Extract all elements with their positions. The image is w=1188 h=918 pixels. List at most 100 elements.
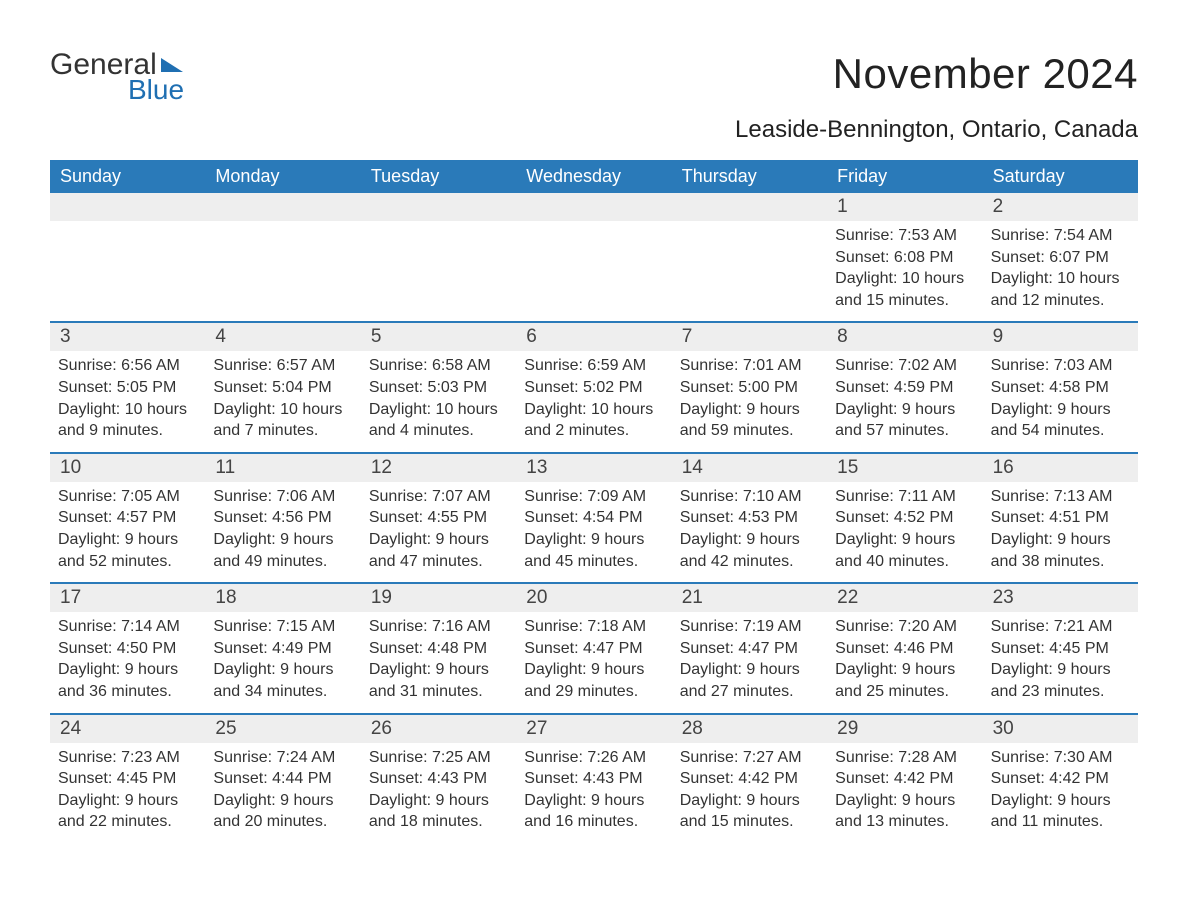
daylight-line: Daylight: 9 hours and 52 minutes. xyxy=(58,529,197,572)
day-number: 8 xyxy=(827,323,982,351)
daylight-line: Daylight: 9 hours and 42 minutes. xyxy=(680,529,819,572)
day-number xyxy=(672,193,827,221)
sunrise-line: Sunrise: 7:30 AM xyxy=(991,747,1130,769)
daylight-line: Daylight: 9 hours and 25 minutes. xyxy=(835,659,974,702)
sunrise-line: Sunrise: 6:58 AM xyxy=(369,355,508,377)
day-cell: 23Sunrise: 7:21 AMSunset: 4:45 PMDayligh… xyxy=(983,584,1138,712)
day-number: 28 xyxy=(672,715,827,743)
day-details: Sunrise: 7:53 AMSunset: 6:08 PMDaylight:… xyxy=(835,225,974,311)
day-cell: 30Sunrise: 7:30 AMSunset: 4:42 PMDayligh… xyxy=(983,715,1138,843)
sunset-line: Sunset: 4:54 PM xyxy=(524,507,663,529)
day-cell: 3Sunrise: 6:56 AMSunset: 5:05 PMDaylight… xyxy=(50,323,205,451)
day-cell: 11Sunrise: 7:06 AMSunset: 4:56 PMDayligh… xyxy=(205,454,360,582)
sunset-line: Sunset: 4:53 PM xyxy=(680,507,819,529)
sunrise-line: Sunrise: 7:54 AM xyxy=(991,225,1130,247)
logo-flag-icon xyxy=(161,58,183,72)
month-title: November 2024 xyxy=(735,50,1138,98)
day-details: Sunrise: 7:18 AMSunset: 4:47 PMDaylight:… xyxy=(524,616,663,702)
day-number: 24 xyxy=(50,715,205,743)
sunset-line: Sunset: 6:08 PM xyxy=(835,247,974,269)
sunrise-line: Sunrise: 7:24 AM xyxy=(213,747,352,769)
sunrise-line: Sunrise: 7:14 AM xyxy=(58,616,197,638)
sunrise-line: Sunrise: 7:07 AM xyxy=(369,486,508,508)
day-cell: 24Sunrise: 7:23 AMSunset: 4:45 PMDayligh… xyxy=(50,715,205,843)
daylight-line: Daylight: 9 hours and 15 minutes. xyxy=(680,790,819,833)
sunset-line: Sunset: 5:00 PM xyxy=(680,377,819,399)
daylight-line: Daylight: 9 hours and 11 minutes. xyxy=(991,790,1130,833)
day-details: Sunrise: 7:01 AMSunset: 5:00 PMDaylight:… xyxy=(680,355,819,441)
day-cell: 14Sunrise: 7:10 AMSunset: 4:53 PMDayligh… xyxy=(672,454,827,582)
day-cell: 7Sunrise: 7:01 AMSunset: 5:00 PMDaylight… xyxy=(672,323,827,451)
sunset-line: Sunset: 4:59 PM xyxy=(835,377,974,399)
sunrise-line: Sunrise: 7:13 AM xyxy=(991,486,1130,508)
daylight-line: Daylight: 9 hours and 57 minutes. xyxy=(835,399,974,442)
day-number: 25 xyxy=(205,715,360,743)
sunrise-line: Sunrise: 7:03 AM xyxy=(991,355,1130,377)
sunset-line: Sunset: 4:56 PM xyxy=(213,507,352,529)
day-cell xyxy=(205,193,360,321)
sunset-line: Sunset: 4:43 PM xyxy=(524,768,663,790)
day-details: Sunrise: 7:27 AMSunset: 4:42 PMDaylight:… xyxy=(680,747,819,833)
sunrise-line: Sunrise: 7:05 AM xyxy=(58,486,197,508)
day-number: 2 xyxy=(983,193,1138,221)
weeks-container: 1 Sunrise: 7:53 AMSunset: 6:08 PMDaylight… xyxy=(50,193,1138,843)
daylight-line: Daylight: 9 hours and 38 minutes. xyxy=(991,529,1130,572)
day-details: Sunrise: 7:28 AMSunset: 4:42 PMDaylight:… xyxy=(835,747,974,833)
day-details: Sunrise: 7:24 AMSunset: 4:44 PMDaylight:… xyxy=(213,747,352,833)
day-number: 1 xyxy=(827,193,982,221)
sunrise-line: Sunrise: 7:11 AM xyxy=(835,486,974,508)
day-cell: 12Sunrise: 7:07 AMSunset: 4:55 PMDayligh… xyxy=(361,454,516,582)
day-cell: 9Sunrise: 7:03 AMSunset: 4:58 PMDaylight… xyxy=(983,323,1138,451)
sunset-line: Sunset: 4:45 PM xyxy=(991,638,1130,660)
sunset-line: Sunset: 4:47 PM xyxy=(680,638,819,660)
day-details: Sunrise: 7:11 AMSunset: 4:52 PMDaylight:… xyxy=(835,486,974,572)
sunset-line: Sunset: 4:42 PM xyxy=(680,768,819,790)
week-row: 17Sunrise: 7:14 AMSunset: 4:50 PMDayligh… xyxy=(50,582,1138,712)
day-cell: 13 Sunrise: 7:09 AMSunset: 4:54 PMDayligh… xyxy=(516,454,671,582)
sunrise-line: Sunrise: 6:57 AM xyxy=(213,355,352,377)
sunset-line: Sunset: 4:52 PM xyxy=(835,507,974,529)
day-number: 12 xyxy=(361,454,516,482)
daylight-line: Daylight: 9 hours and 59 minutes. xyxy=(680,399,819,442)
daylight-line: Daylight: 9 hours and 13 minutes. xyxy=(835,790,974,833)
title-block: November 2024 Leaside-Bennington, Ontari… xyxy=(735,50,1138,154)
sunset-line: Sunset: 4:43 PM xyxy=(369,768,508,790)
day-details: Sunrise: 7:06 AMSunset: 4:56 PMDaylight:… xyxy=(213,486,352,572)
daylight-line: Daylight: 10 hours and 12 minutes. xyxy=(991,268,1130,311)
day-cell: 18Sunrise: 7:15 AMSunset: 4:49 PMDayligh… xyxy=(205,584,360,712)
daylight-line: Daylight: 10 hours and 2 minutes. xyxy=(524,399,663,442)
sunset-line: Sunset: 4:55 PM xyxy=(369,507,508,529)
daylight-line: Daylight: 9 hours and 18 minutes. xyxy=(369,790,508,833)
day-number: 29 xyxy=(827,715,982,743)
day-number xyxy=(516,193,671,221)
sunset-line: Sunset: 5:05 PM xyxy=(58,377,197,399)
day-cell xyxy=(50,193,205,321)
day-details: Sunrise: 7:02 AMSunset: 4:59 PMDaylight:… xyxy=(835,355,974,441)
dow-label: Tuesday xyxy=(361,160,516,193)
daylight-line: Daylight: 9 hours and 34 minutes. xyxy=(213,659,352,702)
daylight-line: Daylight: 9 hours and 49 minutes. xyxy=(213,529,352,572)
sunset-line: Sunset: 4:42 PM xyxy=(835,768,974,790)
daylight-line: Daylight: 9 hours and 20 minutes. xyxy=(213,790,352,833)
day-number: 26 xyxy=(361,715,516,743)
sunrise-line: Sunrise: 7:27 AM xyxy=(680,747,819,769)
dow-label: Friday xyxy=(827,160,982,193)
day-number: 10 xyxy=(50,454,205,482)
dow-label: Wednesday xyxy=(516,160,671,193)
daylight-line: Daylight: 9 hours and 23 minutes. xyxy=(991,659,1130,702)
day-number: 13 xyxy=(516,454,671,482)
sunrise-line: Sunrise: 7:16 AM xyxy=(369,616,508,638)
day-details: Sunrise: 7:15 AMSunset: 4:49 PMDaylight:… xyxy=(213,616,352,702)
day-details: Sunrise: 6:59 AMSunset: 5:02 PMDaylight:… xyxy=(524,355,663,441)
dow-label: Sunday xyxy=(50,160,205,193)
day-cell xyxy=(516,193,671,321)
daylight-line: Daylight: 9 hours and 22 minutes. xyxy=(58,790,197,833)
sunset-line: Sunset: 5:04 PM xyxy=(213,377,352,399)
day-details: Sunrise: 7:09 AMSunset: 4:54 PMDaylight:… xyxy=(524,486,663,572)
sunrise-line: Sunrise: 7:28 AM xyxy=(835,747,974,769)
day-cell: 22Sunrise: 7:20 AMSunset: 4:46 PMDayligh… xyxy=(827,584,982,712)
sunrise-line: Sunrise: 7:23 AM xyxy=(58,747,197,769)
sunrise-line: Sunrise: 6:56 AM xyxy=(58,355,197,377)
day-cell: 4Sunrise: 6:57 AMSunset: 5:04 PMDaylight… xyxy=(205,323,360,451)
daylight-line: Daylight: 9 hours and 16 minutes. xyxy=(524,790,663,833)
